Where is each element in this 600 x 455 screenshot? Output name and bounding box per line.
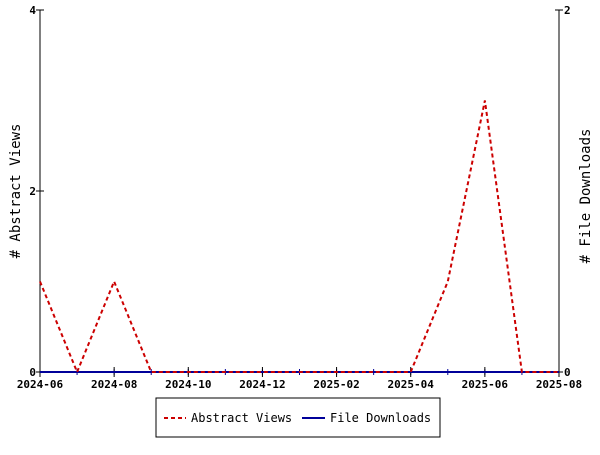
plot-axes [39, 10, 560, 373]
y-right-tick-label: 0 [564, 366, 571, 379]
x-tick-label: 2025-02 [313, 378, 359, 391]
y-left-tick-label: 4 [29, 4, 36, 17]
chart-series [39, 100, 559, 375]
x-tick-label: 2025-06 [462, 378, 509, 391]
x-tick-label: 2024-12 [239, 378, 285, 391]
legend: Abstract Views File Downloads [155, 397, 441, 438]
y-left-tick-label: 2 [29, 185, 36, 198]
x-tick-label: 2024-10 [165, 378, 211, 391]
x-tick-label: 2024-08 [91, 378, 137, 391]
y-right-tick-label: 2 [564, 4, 571, 17]
x-tick-label: 2025-04 [388, 378, 435, 391]
y-axis-right-title: # File Downloads [578, 129, 594, 264]
y-left-tick-label: 0 [29, 366, 36, 379]
legend-box [155, 397, 441, 438]
legend-label-file-downloads: File Downloads [330, 411, 431, 425]
legend-label-abstract-views: Abstract Views [191, 411, 292, 425]
y-axis-left-title: # Abstract Views [8, 124, 24, 259]
x-tick-label: 2024-06 [17, 378, 64, 391]
axis-ticks: 2024-06 2024-08 2024-10 2024-12 2025-02 2025-… [17, 4, 582, 391]
series-line-abstract-views [39, 100, 559, 375]
x-tick-label: 2025-08 [536, 378, 582, 391]
